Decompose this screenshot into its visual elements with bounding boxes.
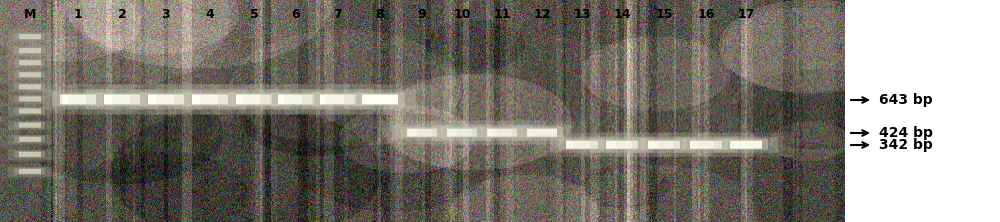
Text: 9: 9 [418, 8, 426, 21]
Text: 7: 7 [334, 8, 342, 21]
Text: 10: 10 [453, 8, 471, 21]
Text: 6: 6 [292, 8, 300, 21]
Text: 13: 13 [573, 8, 591, 21]
Text: 342 bp: 342 bp [879, 138, 933, 152]
Text: 2: 2 [118, 8, 126, 21]
Text: 11: 11 [493, 8, 511, 21]
Text: 424 bp: 424 bp [879, 126, 933, 140]
Text: 17: 17 [737, 8, 755, 21]
Text: 1: 1 [74, 8, 82, 21]
Text: 16: 16 [697, 8, 715, 21]
Text: 643 bp: 643 bp [879, 93, 933, 107]
Text: 14: 14 [613, 8, 631, 21]
Text: 5: 5 [250, 8, 258, 21]
Text: M: M [24, 8, 36, 21]
Text: 12: 12 [533, 8, 551, 21]
Text: 15: 15 [655, 8, 673, 21]
Text: 3: 3 [162, 8, 170, 21]
Text: 4: 4 [206, 8, 214, 21]
Text: 8: 8 [376, 8, 384, 21]
